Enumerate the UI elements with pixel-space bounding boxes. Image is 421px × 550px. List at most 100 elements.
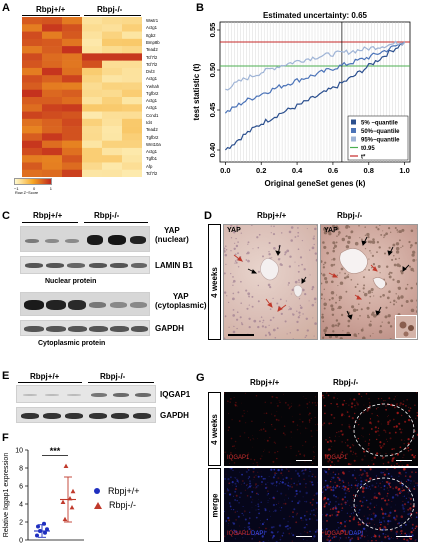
heatmap-gene-label: Ywhah [146, 83, 160, 89]
band [110, 263, 128, 268]
fluor-speckle [277, 468, 280, 472]
fluor-speckle [413, 480, 415, 482]
nucleus-dot [264, 326, 267, 329]
nucleus-dot [331, 313, 335, 317]
nucleus-dot [248, 317, 251, 320]
nucleus-dot [366, 306, 370, 310]
fluor-speckle [390, 529, 393, 532]
fluor-speckle [252, 528, 254, 530]
nucleus-dot [257, 325, 260, 329]
x-tick-label: 0.6 [328, 166, 338, 175]
fluor-speckle [398, 522, 401, 525]
nucleus-dot [236, 318, 239, 321]
fluor-speckle [362, 473, 364, 475]
fluor-speckle [376, 504, 377, 506]
fluor-speckle [306, 407, 309, 409]
nucleus-dot [315, 258, 317, 262]
fluor-speckle [363, 469, 366, 472]
fluor-speckle [346, 444, 349, 447]
fluor-speckle [411, 454, 414, 457]
fluor-speckle [384, 400, 386, 402]
nucleus-dot [325, 226, 329, 230]
fluor-speckle [404, 440, 405, 441]
fluor-speckle [251, 490, 254, 493]
fluor-speckle [257, 533, 260, 536]
nucleus-dot [294, 280, 298, 284]
fluor-speckle [401, 490, 403, 492]
heatmap-cell [62, 104, 83, 112]
fluor-speckle [365, 484, 368, 486]
fluor-speckle [388, 484, 391, 487]
fluor-speckle [226, 488, 229, 490]
fluor-speckle [355, 505, 358, 507]
fluor-speckle [244, 518, 247, 521]
heatmap-cell [122, 111, 143, 120]
nucleus-dot [357, 333, 360, 335]
heatmap-cell [42, 60, 63, 69]
nucleus-dot [311, 288, 314, 291]
nucleus-dot [322, 336, 325, 339]
fluor-speckle [261, 455, 263, 457]
fluor-speckle [324, 404, 326, 407]
heatmap-gene-label: Actg1 [146, 105, 157, 111]
nucleus-dot [321, 297, 323, 300]
fluor-speckle [274, 485, 275, 486]
heatmap-cell [62, 97, 83, 105]
fluor-speckle [372, 463, 375, 466]
nucleus-dot [383, 236, 385, 239]
fluor-speckle [331, 478, 333, 480]
fluor-speckle [275, 485, 278, 487]
fluor-speckle [273, 468, 276, 471]
blot-e-header-wt: Rbpj+/+ [30, 372, 60, 381]
fluor-speckle [377, 524, 379, 526]
nucleus-dot [271, 256, 273, 258]
fluor-speckle [328, 503, 331, 506]
fluor-speckle [274, 474, 276, 476]
fluor-speckle [276, 402, 278, 404]
x-tick-label: 1.0 [399, 166, 409, 175]
fluor-speckle [350, 484, 353, 487]
fluor-speckle [403, 454, 405, 456]
fluor-speckle [367, 488, 369, 489]
fluor-speckle [304, 470, 305, 472]
fluor-speckle [408, 490, 410, 492]
fluor-speckle [400, 491, 401, 493]
fluor-speckle [379, 527, 382, 530]
nucleus-dot [234, 253, 237, 256]
fluor-speckle [351, 474, 355, 477]
fluor-speckle [336, 529, 338, 531]
heatmap-cell [62, 46, 83, 54]
if-image-ko-merge: IQGAP1/DAPI [322, 468, 418, 542]
fluor-speckle [280, 510, 282, 512]
fluor-speckle [293, 508, 296, 511]
nucleus-dot [330, 304, 334, 308]
nucleus-dot [232, 314, 236, 317]
heatmap-cell [42, 111, 63, 120]
heatmap-gene-label: Tead2 [146, 127, 158, 133]
nucleus-dot [400, 295, 404, 299]
fluor-speckle [398, 422, 401, 425]
fluor-speckle [246, 484, 248, 486]
fluor-speckle [242, 506, 244, 507]
nucleus-dot [292, 313, 295, 316]
fluor-speckle [312, 451, 314, 453]
fluor-speckle [388, 397, 391, 400]
band [135, 393, 151, 397]
legend-entry-ko: Rbpj-/- [94, 500, 140, 510]
fluor-speckle [382, 442, 386, 446]
heatmap-cell [122, 162, 143, 171]
fluor-speckle [330, 422, 332, 425]
fluor-speckle [337, 510, 340, 514]
fluor-speckle [379, 519, 381, 521]
nucleus-dot [339, 337, 343, 339]
fluor-speckle [323, 397, 325, 399]
heatmap-cell [82, 82, 103, 91]
nucleus-dot [370, 320, 372, 323]
fluor-speckle [244, 532, 247, 535]
fluor-speckle [313, 535, 316, 538]
fluor-speckle [377, 397, 380, 400]
nucleus-dot [354, 286, 357, 288]
fluor-speckle [374, 495, 376, 497]
nucleus-dot [379, 225, 381, 226]
